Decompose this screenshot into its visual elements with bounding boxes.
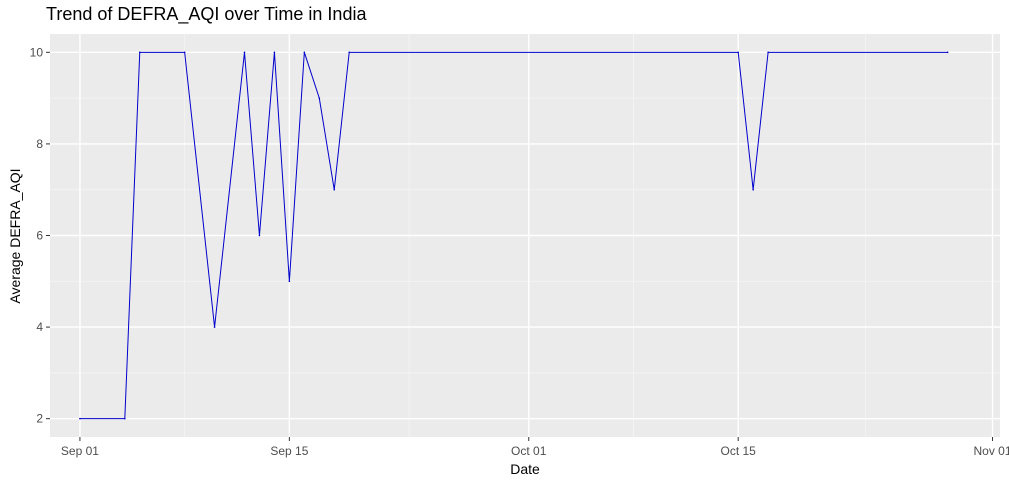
data-point <box>946 51 949 54</box>
x-tick-label: Oct 15 <box>721 444 757 458</box>
data-point <box>183 51 186 54</box>
y-tick-label: 8 <box>36 137 43 151</box>
data-point <box>213 326 216 328</box>
data-point <box>124 417 126 420</box>
y-tick-label: 4 <box>36 320 43 334</box>
data-point <box>258 234 261 237</box>
data-point <box>737 51 739 54</box>
x-axis: Sep 01 Sep 15 Oct 01 Oct 15 Nov 01 <box>61 437 1009 458</box>
data-point <box>79 417 81 420</box>
x-tick-label: Sep 01 <box>61 444 99 458</box>
data-point <box>273 51 276 54</box>
data-point <box>303 51 306 54</box>
data-point <box>752 188 754 191</box>
y-tick-label: 10 <box>30 45 44 59</box>
y-axis-title: Average DEFRA_AQI <box>7 168 23 303</box>
data-point <box>138 51 141 54</box>
data-point <box>243 51 246 54</box>
data-point <box>318 97 321 99</box>
x-tick-label: Sep 15 <box>270 444 308 458</box>
y-axis: 2 4 6 8 10 <box>30 45 50 426</box>
x-tick-label: Nov 01 <box>974 444 1009 458</box>
y-tick-label: 6 <box>36 229 43 243</box>
x-axis-title: Date <box>510 461 540 477</box>
data-point <box>333 188 336 191</box>
x-tick-label: Oct 01 <box>511 444 547 458</box>
chart-title: Trend of DEFRA_AQI over Time in India <box>46 4 367 24</box>
data-point <box>288 280 291 283</box>
y-tick-label: 2 <box>36 412 43 426</box>
data-point <box>348 51 351 54</box>
data-point <box>767 51 769 54</box>
series-layer <box>79 51 949 420</box>
